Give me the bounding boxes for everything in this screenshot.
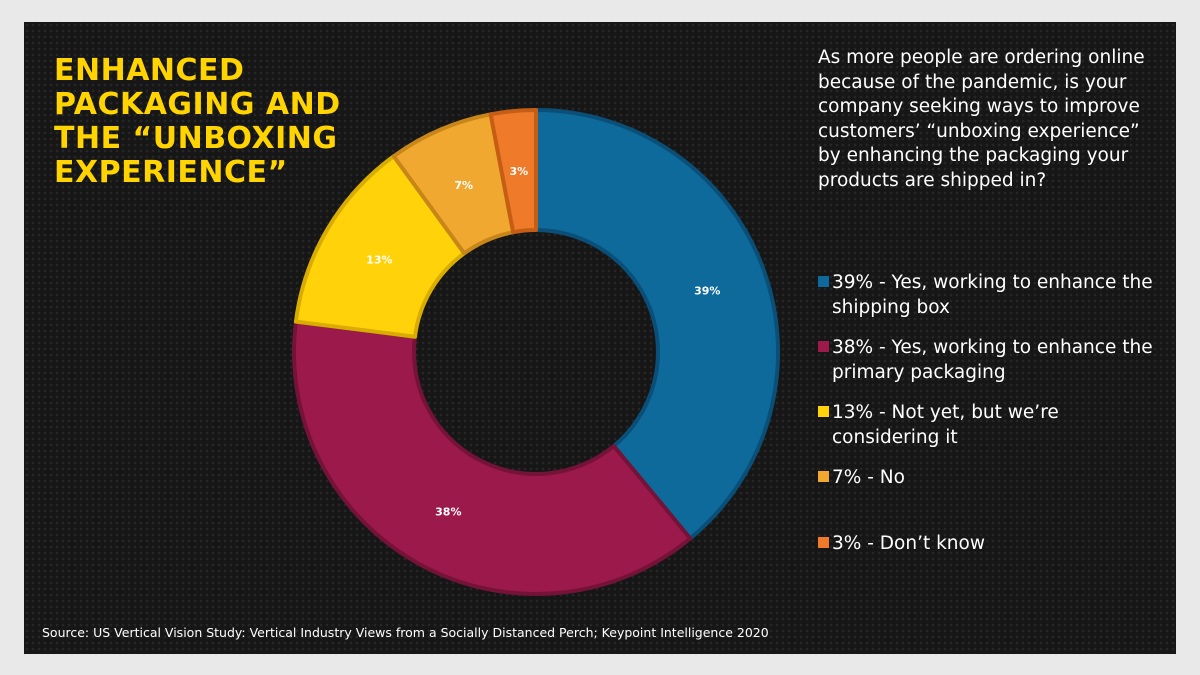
donut-slices xyxy=(292,108,780,596)
legend-label: 39% - Yes, working to enhance the shippi… xyxy=(832,272,1153,318)
survey-question: As more people are ordering online becau… xyxy=(818,47,1145,191)
legend-swatch xyxy=(818,406,829,417)
title-line: PACKAGING AND xyxy=(54,87,341,122)
title-line: EXPERIENCE” xyxy=(54,155,288,190)
legend-swatch xyxy=(818,537,829,548)
legend-item-primary-packaging: 38% - Yes, working to enhance the primar… xyxy=(818,335,1168,385)
slice-label-primary-packaging: 38% xyxy=(435,505,461,518)
legend-label: 3% - Don’t know xyxy=(832,533,985,554)
legend-label: 13% - Not yet, but we’re considering it xyxy=(832,402,1059,448)
legend-label: 7% - No xyxy=(832,467,905,488)
source-note: Source: US Vertical Vision Study: Vertic… xyxy=(42,625,769,640)
chart-panel: ENHANCED PACKAGING AND THE “UNBOXING EXP… xyxy=(24,22,1176,654)
legend-item-shipping-box: 39% - Yes, working to enhance the shippi… xyxy=(818,270,1168,320)
donut-slice-primary-packaging xyxy=(292,319,693,596)
legend-item-dont-know: 3% - Don’t know xyxy=(818,531,1168,556)
donut-slice-shipping-box xyxy=(534,108,780,541)
donut-slice-considering xyxy=(293,154,467,339)
slice-label-no: 7% xyxy=(454,179,473,192)
legend-swatch xyxy=(818,276,829,287)
donut-chart: 39% 38% 13% 7% 3% xyxy=(292,108,780,596)
slice-label-shipping-box: 39% xyxy=(694,284,720,297)
slice-label-dont-know: 3% xyxy=(510,165,529,178)
legend-label: 38% - Yes, working to enhance the primar… xyxy=(832,337,1153,383)
legend-item-no: 7% - No xyxy=(818,465,1168,490)
title-line: ENHANCED xyxy=(54,53,245,88)
legend-swatch xyxy=(818,341,829,352)
donut-slice-labels: 39% 38% 13% 7% 3% xyxy=(366,165,720,519)
donut-slice-dont-know xyxy=(488,108,538,235)
legend-item-considering: 13% - Not yet, but we’re considering it xyxy=(818,400,1168,450)
chart-title: ENHANCED PACKAGING AND THE “UNBOXING EXP… xyxy=(54,54,374,190)
title-line: THE “UNBOXING xyxy=(54,121,338,156)
slice-label-considering: 13% xyxy=(366,253,392,266)
legend-swatch xyxy=(818,471,829,482)
